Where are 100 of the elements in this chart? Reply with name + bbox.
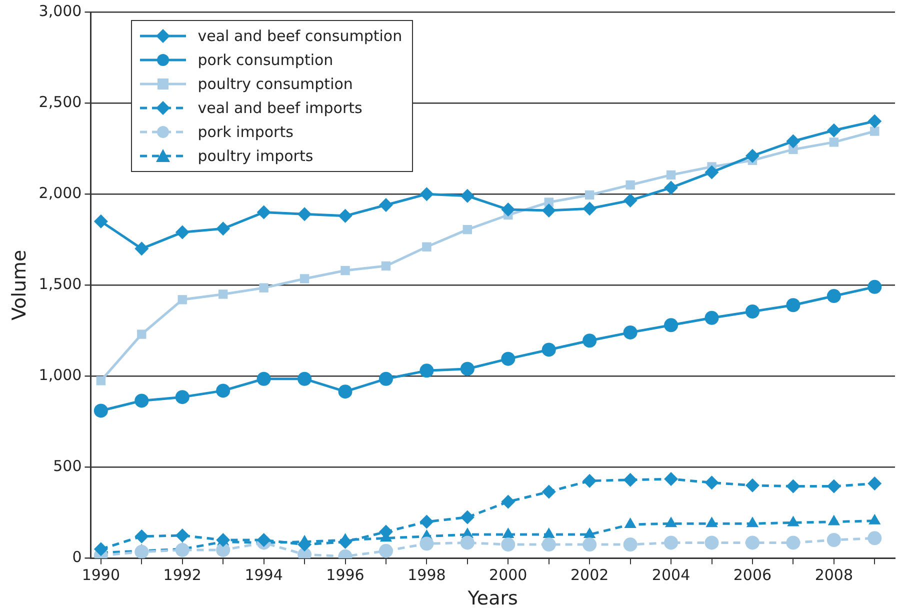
point — [94, 404, 108, 418]
point — [340, 266, 350, 276]
point — [745, 304, 760, 318]
point — [584, 190, 594, 200]
point — [870, 126, 880, 136]
point — [868, 114, 882, 128]
point — [664, 516, 678, 528]
point — [542, 342, 556, 357]
point — [666, 170, 676, 180]
point — [664, 318, 678, 332]
point — [664, 180, 678, 195]
legend-label: veal and beef consumption — [198, 27, 402, 45]
point — [787, 516, 800, 526]
point — [420, 514, 434, 529]
point — [338, 384, 352, 399]
point — [868, 280, 882, 294]
point — [175, 543, 190, 558]
point — [501, 538, 516, 552]
x-tick-label: 2004 — [652, 566, 690, 584]
point — [94, 214, 108, 228]
point — [134, 394, 149, 408]
y-tick-label: 1,000 — [38, 366, 82, 384]
point — [501, 494, 516, 509]
y-tick-label: 2,000 — [38, 184, 82, 202]
point — [134, 529, 149, 544]
point — [298, 372, 312, 386]
point — [256, 372, 271, 386]
point — [134, 242, 149, 256]
x-axis-title: Years — [466, 588, 518, 610]
point — [300, 274, 310, 284]
legend-label: poultry imports — [198, 147, 314, 165]
point — [338, 208, 352, 223]
point — [218, 290, 228, 299]
y-axis-title: Volume — [8, 250, 30, 320]
point — [826, 123, 841, 138]
point — [786, 479, 800, 494]
point — [623, 325, 638, 340]
y-tick-label: 500 — [53, 457, 82, 476]
point — [422, 242, 432, 252]
y-tick-label: 2,500 — [38, 92, 82, 111]
x-tick-label: 2006 — [733, 566, 772, 584]
point — [704, 476, 719, 490]
y-tick-label: 0 — [72, 548, 82, 566]
point — [378, 372, 393, 386]
point — [378, 544, 393, 558]
point — [745, 148, 760, 163]
point — [542, 203, 556, 218]
point — [420, 536, 434, 551]
point — [216, 222, 230, 236]
y-tick-label: 3,000 — [38, 2, 82, 20]
x-tick-label: 2008 — [814, 566, 854, 584]
legend-label: pork imports — [198, 123, 294, 141]
point — [381, 261, 391, 271]
point — [542, 528, 555, 538]
point — [704, 165, 719, 180]
point — [462, 224, 472, 234]
point — [623, 472, 638, 487]
point — [501, 202, 516, 217]
point — [704, 536, 719, 550]
point — [256, 205, 271, 220]
point — [745, 478, 760, 492]
point — [259, 283, 268, 292]
point — [96, 376, 106, 386]
x-tick-label: 2002 — [570, 566, 609, 584]
x-tick-label: 1994 — [244, 566, 283, 584]
point — [704, 310, 719, 325]
point — [94, 542, 108, 556]
point — [175, 390, 190, 404]
legend-label: poultry consumption — [198, 75, 353, 93]
point — [582, 474, 597, 488]
point — [868, 514, 881, 524]
point — [664, 536, 678, 550]
point — [501, 352, 516, 366]
point — [460, 536, 474, 550]
x-tick-label: 1992 — [163, 566, 202, 584]
point — [584, 528, 596, 538]
point — [460, 188, 474, 203]
point — [338, 534, 352, 549]
point — [460, 362, 474, 376]
point — [460, 510, 474, 524]
point — [624, 518, 636, 528]
point — [420, 187, 434, 202]
y-tick-label: 1,500 — [38, 274, 82, 293]
legend-label: veal and beef imports — [198, 99, 362, 117]
legend-label: pork consumption — [198, 51, 334, 69]
point — [745, 536, 760, 550]
point — [826, 532, 841, 547]
point — [298, 207, 312, 222]
point — [137, 330, 146, 339]
x-tick-label: 1990 — [82, 566, 120, 584]
x-tick-label: 1998 — [408, 566, 446, 584]
point — [786, 298, 800, 312]
x-tick-label: 1996 — [326, 566, 364, 584]
point — [826, 479, 841, 494]
point — [626, 180, 635, 190]
point — [175, 528, 190, 542]
point — [582, 334, 597, 348]
point — [786, 536, 800, 550]
point — [623, 193, 638, 208]
point — [178, 295, 187, 304]
